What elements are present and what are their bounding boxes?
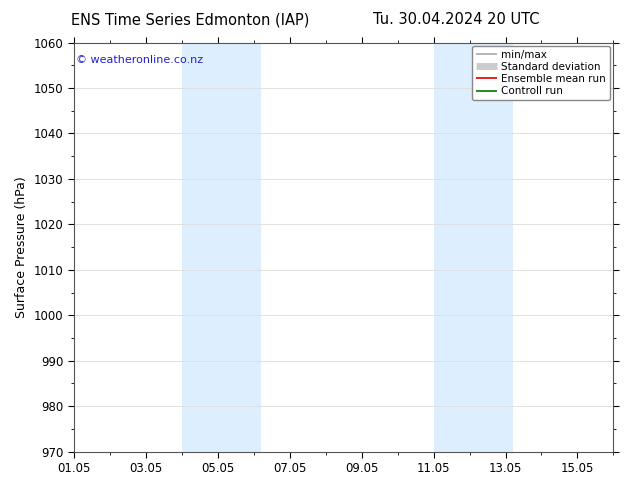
Text: © weatheronline.co.nz: © weatheronline.co.nz: [77, 55, 204, 65]
Text: ENS Time Series Edmonton (IAP): ENS Time Series Edmonton (IAP): [71, 12, 309, 27]
Bar: [434, 43, 513, 452]
Legend: min/max, Standard deviation, Ensemble mean run, Controll run: min/max, Standard deviation, Ensemble me…: [472, 46, 611, 100]
Bar: [182, 43, 261, 452]
Text: Tu. 30.04.2024 20 UTC: Tu. 30.04.2024 20 UTC: [373, 12, 540, 27]
Y-axis label: Surface Pressure (hPa): Surface Pressure (hPa): [15, 176, 28, 318]
